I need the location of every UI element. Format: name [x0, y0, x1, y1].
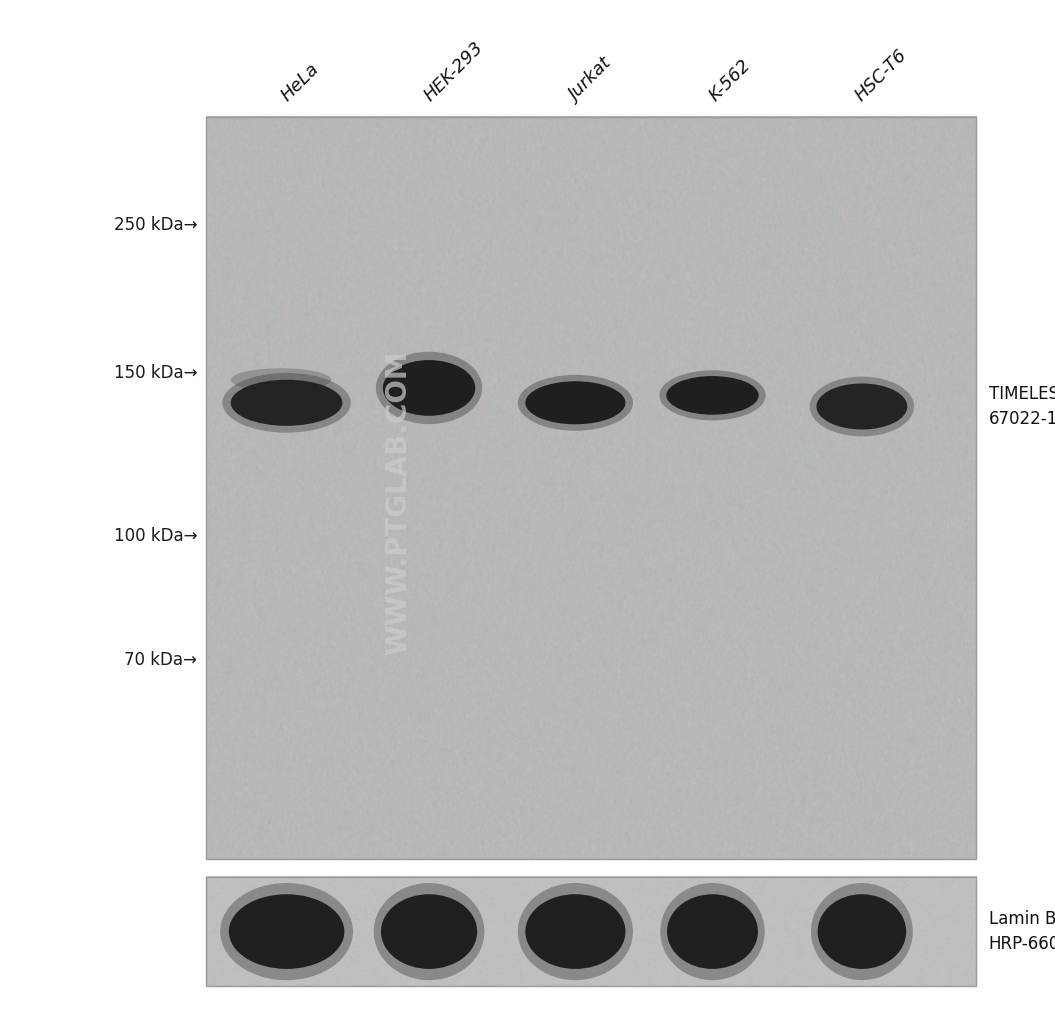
Ellipse shape — [373, 883, 484, 980]
Text: 70 kDa→: 70 kDa→ — [124, 652, 197, 669]
Ellipse shape — [381, 894, 477, 969]
Ellipse shape — [223, 373, 351, 432]
Text: 150 kDa→: 150 kDa→ — [114, 364, 197, 382]
Text: 100 kDa→: 100 kDa→ — [114, 528, 197, 545]
Ellipse shape — [231, 379, 343, 426]
Ellipse shape — [525, 381, 626, 424]
Ellipse shape — [667, 376, 759, 415]
Ellipse shape — [659, 370, 766, 420]
Ellipse shape — [376, 352, 482, 424]
Text: Lamin B1
HRP-66095: Lamin B1 HRP-66095 — [989, 910, 1055, 953]
Ellipse shape — [809, 376, 914, 436]
Ellipse shape — [231, 368, 331, 392]
Text: WWW.PTGLAB.COM: WWW.PTGLAB.COM — [384, 351, 413, 655]
Bar — [206, 877, 976, 986]
Ellipse shape — [811, 883, 913, 980]
Ellipse shape — [220, 883, 353, 980]
Text: HSC-T6: HSC-T6 — [851, 46, 910, 105]
Ellipse shape — [818, 894, 906, 969]
Text: K-562: K-562 — [705, 56, 754, 105]
Ellipse shape — [229, 894, 344, 969]
Bar — [206, 117, 976, 859]
Text: Jurkat: Jurkat — [567, 55, 616, 105]
Ellipse shape — [817, 383, 907, 429]
Text: HeLa: HeLa — [277, 60, 323, 105]
Ellipse shape — [660, 883, 765, 980]
Ellipse shape — [383, 360, 475, 416]
Ellipse shape — [667, 894, 757, 969]
Text: 250 kDa→: 250 kDa→ — [114, 216, 197, 234]
Text: TIMELESS
67022-1-Ig: TIMELESS 67022-1-Ig — [989, 385, 1055, 428]
Ellipse shape — [525, 894, 626, 969]
Text: HEK-293: HEK-293 — [420, 39, 486, 105]
Ellipse shape — [518, 375, 633, 431]
Ellipse shape — [518, 883, 633, 980]
